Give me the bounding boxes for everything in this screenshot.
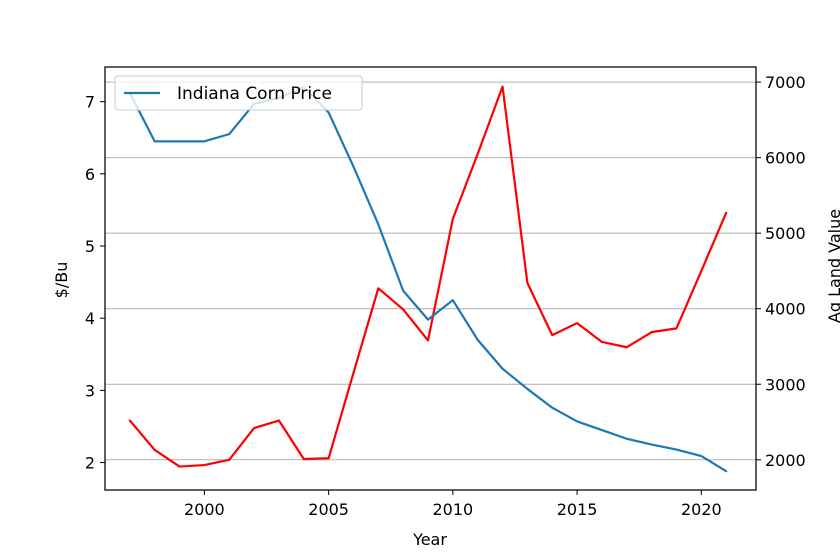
x-axis: 2000 2005 2010 2015 2020 [184, 490, 722, 519]
right-y-tick-label-2000: 2000 [765, 451, 806, 470]
series-line-indiana-corn-price [128, 86, 728, 473]
legend-label-indiana-corn-price: Indiana Corn Price [177, 84, 332, 104]
left-y-axis: 2 3 4 5 6 7 [85, 93, 105, 473]
right-y-tick-label-7000: 7000 [765, 73, 806, 92]
right-y-axis: 2000 3000 4000 5000 6000 7000 [756, 73, 806, 470]
left-y-tick-label-3: 3 [85, 381, 95, 400]
legend: Indiana Corn Price [114, 75, 363, 111]
right-y-axis-title: Ag Land Value [825, 209, 840, 323]
series-line-right-axis [128, 85, 728, 468]
grid-lines [105, 81, 756, 461]
right-y-tick-label-5000: 5000 [765, 224, 806, 243]
left-y-tick-label-2: 2 [85, 454, 95, 473]
x-tick-label-2010: 2010 [433, 500, 474, 519]
x-tick-label-2005: 2005 [308, 500, 349, 519]
legend-box [114, 75, 363, 111]
left-y-tick-label-4: 4 [85, 309, 95, 328]
plot-frame [104, 66, 757, 491]
left-y-axis-title: $/Bu [52, 262, 71, 299]
right-y-tick-label-4000: 4000 [765, 300, 806, 319]
right-y-tick-label-6000: 6000 [765, 149, 806, 168]
series-layer [128, 85, 728, 473]
x-axis-title: Year [412, 530, 447, 549]
x-tick-label-2000: 2000 [184, 500, 225, 519]
left-y-tick-label-5: 5 [85, 237, 95, 256]
left-y-tick-label-7: 7 [85, 93, 95, 112]
x-tick-label-2020: 2020 [681, 500, 722, 519]
x-tick-label-2015: 2015 [557, 500, 598, 519]
left-y-tick-label-6: 6 [85, 165, 95, 184]
right-y-tick-label-3000: 3000 [765, 375, 806, 394]
